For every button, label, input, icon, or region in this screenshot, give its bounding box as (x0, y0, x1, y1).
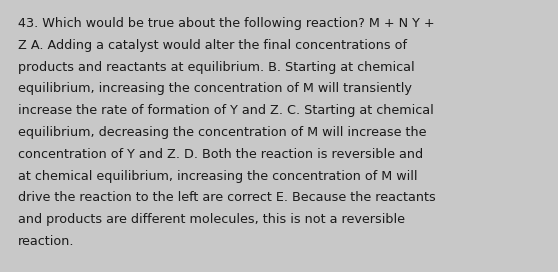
Text: drive the reaction to the left are correct E. Because the reactants: drive the reaction to the left are corre… (18, 191, 436, 204)
Text: equilibrium, decreasing the concentration of M will increase the: equilibrium, decreasing the concentratio… (18, 126, 426, 139)
Text: reaction.: reaction. (18, 235, 75, 248)
Text: at chemical equilibrium, increasing the concentration of M will: at chemical equilibrium, increasing the … (18, 170, 417, 183)
Text: Z A. Adding a catalyst would alter the final concentrations of: Z A. Adding a catalyst would alter the f… (18, 39, 407, 52)
Text: 43. Which would be true about the following reaction? M + N Y +: 43. Which would be true about the follow… (18, 17, 435, 30)
Text: increase the rate of formation of Y and Z. C. Starting at chemical: increase the rate of formation of Y and … (18, 104, 434, 117)
Text: and products are different molecules, this is not a reversible: and products are different molecules, th… (18, 213, 405, 226)
Text: products and reactants at equilibrium. B. Starting at chemical: products and reactants at equilibrium. B… (18, 61, 415, 74)
Text: concentration of Y and Z. D. Both the reaction is reversible and: concentration of Y and Z. D. Both the re… (18, 148, 423, 161)
Text: equilibrium, increasing the concentration of M will transiently: equilibrium, increasing the concentratio… (18, 82, 412, 95)
